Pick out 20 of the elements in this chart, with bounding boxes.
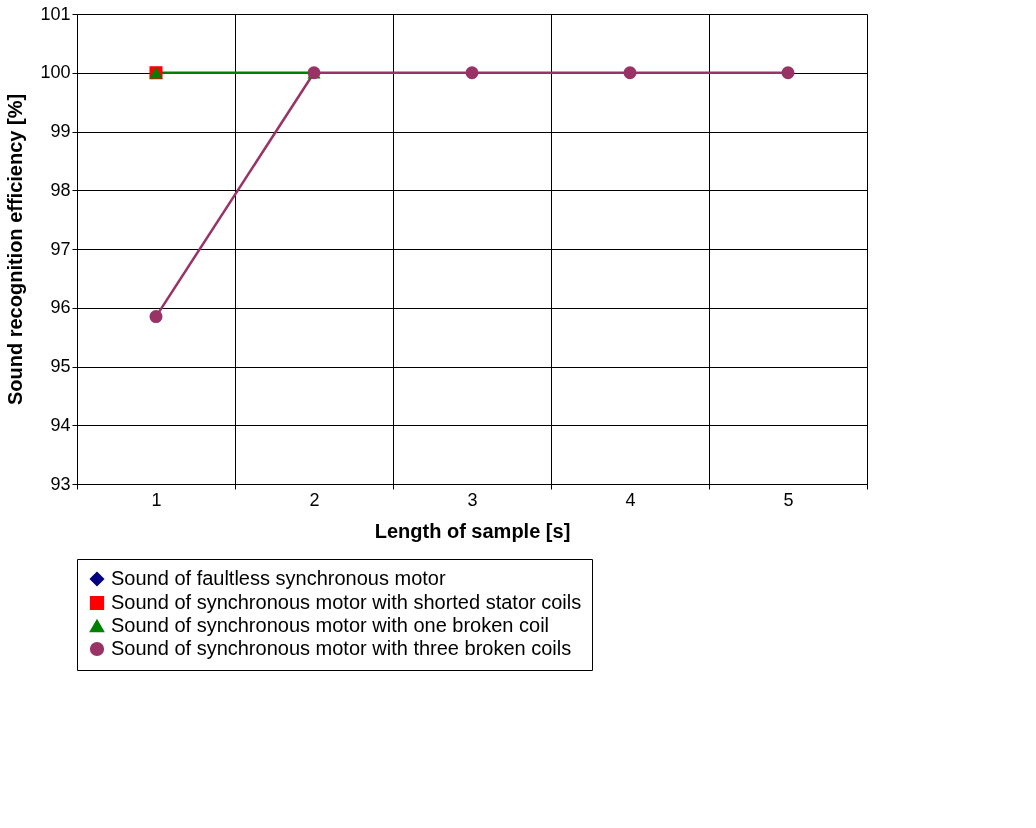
legend-label: Sound of synchronous motor with shorted stator coils [111,591,582,613]
x-tick-label: 2 [309,489,320,510]
y-tick-label: 101 [40,3,71,24]
y-tick-label: 100 [40,62,71,83]
y-tick-label: 94 [50,414,71,435]
x-tick-label: 1 [151,489,162,510]
y-tick-label: 98 [50,179,71,200]
y-tick-label: 99 [50,121,71,141]
legend-label: Sound of synchronous motor with three broken coils [111,637,572,659]
legend-label: Sound of synchronous motor with one broken coil [111,614,550,636]
x-tick-label: 4 [625,489,636,510]
y-tick-label: 96 [50,297,71,318]
y-tick-label: 95 [50,356,71,376]
x-tick-label: 5 [783,489,794,510]
legend-label: Sound of faultless synchronous motor [111,567,446,589]
y-tick-label: 93 [50,473,71,494]
y-tick-label: 97 [50,238,71,259]
x-tick-label: 3 [467,489,478,510]
y-axis-title: Sound recognition efficiency [%] [4,93,27,406]
x-axis-title: Length of sample [s] [374,519,571,542]
